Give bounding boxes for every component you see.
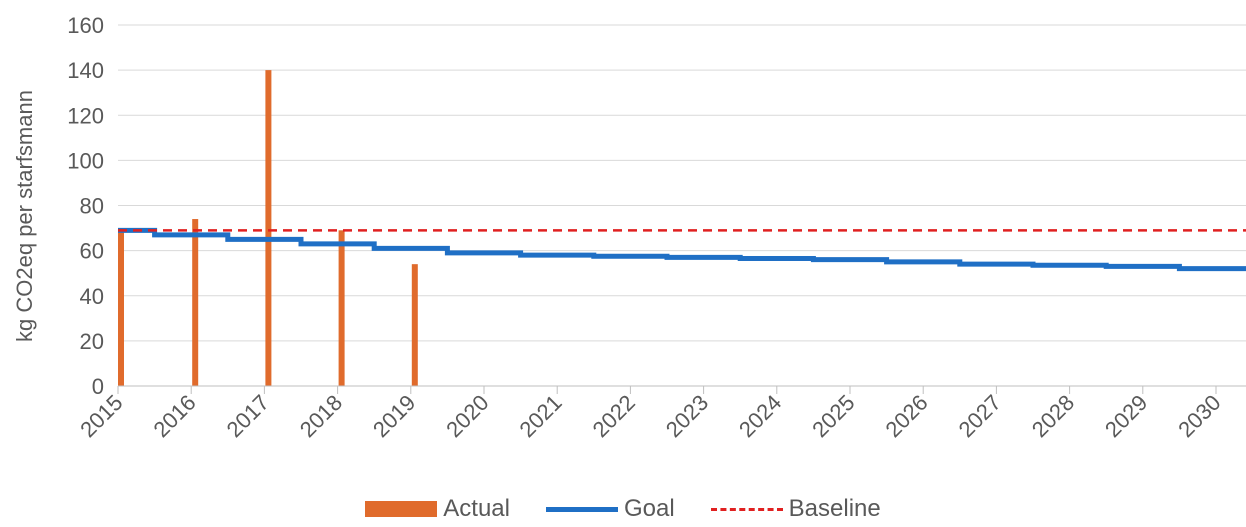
x-tick-label: 2021 bbox=[514, 390, 566, 442]
gridlines bbox=[118, 24, 1246, 342]
y-tick-label: 120 bbox=[67, 103, 104, 128]
y-tick-labels: 0 20 40 60 80 100 120 140 160 bbox=[67, 13, 104, 399]
x-tick-label: 2028 bbox=[1027, 390, 1079, 442]
actual-bar bbox=[338, 230, 345, 386]
actual-bars bbox=[118, 70, 418, 386]
y-tick-label: 100 bbox=[67, 148, 104, 173]
legend-swatch-actual bbox=[365, 501, 438, 517]
x-tick-label: 2015 bbox=[75, 390, 127, 442]
x-tick-label: 2030 bbox=[1173, 390, 1225, 442]
legend-item-goal: Goal bbox=[545, 495, 675, 523]
legend-label-goal: Goal bbox=[623, 495, 675, 522]
actual-bar bbox=[192, 219, 199, 386]
actual-bar bbox=[118, 232, 124, 386]
legend-label-baseline: Baseline bbox=[788, 495, 881, 522]
y-tick-label: 60 bbox=[80, 239, 104, 264]
axes bbox=[117, 385, 1246, 394]
x-tick-label: 2023 bbox=[661, 390, 713, 442]
y-tick-label: 140 bbox=[67, 58, 104, 83]
y-axis-label: kg CO2eq per starfsmann bbox=[12, 90, 37, 342]
y-tick-label: 20 bbox=[80, 329, 104, 354]
x-tick-label: 2027 bbox=[954, 390, 1006, 442]
y-tick-label: 160 bbox=[67, 13, 104, 38]
goal-line bbox=[118, 227, 1246, 272]
x-tick-label: 2029 bbox=[1100, 390, 1152, 442]
x-tick-label: 2022 bbox=[588, 390, 640, 442]
actual-bar bbox=[411, 264, 418, 386]
legend-item-baseline: Baseline bbox=[710, 495, 881, 523]
goal-line-group bbox=[118, 227, 1246, 272]
legend: Actual Goal Baseline bbox=[0, 492, 1246, 526]
x-tick-label: 2016 bbox=[148, 390, 200, 442]
x-tick-labels: 2015 2016 2017 2018 2019 2020 2021 2022 2023 2024… bbox=[75, 390, 1225, 442]
y-tick-label: 80 bbox=[80, 194, 104, 219]
x-tick-label: 2024 bbox=[734, 390, 786, 442]
legend-swatch-goal bbox=[545, 506, 618, 512]
y-tick-label: 0 bbox=[92, 374, 104, 399]
legend-label-actual: Actual bbox=[443, 495, 510, 522]
x-tick-label: 2026 bbox=[880, 390, 932, 442]
x-tick-label: 2020 bbox=[441, 390, 493, 442]
legend-swatch-baseline bbox=[710, 507, 783, 511]
x-tick-label: 2018 bbox=[295, 390, 347, 442]
x-tick-label: 2025 bbox=[807, 390, 859, 442]
x-tick-label: 2017 bbox=[222, 390, 274, 442]
x-tick-label: 2019 bbox=[368, 390, 420, 442]
legend-item-actual: Actual bbox=[365, 495, 510, 523]
actual-bar bbox=[265, 70, 272, 386]
y-tick-label: 40 bbox=[80, 284, 104, 309]
